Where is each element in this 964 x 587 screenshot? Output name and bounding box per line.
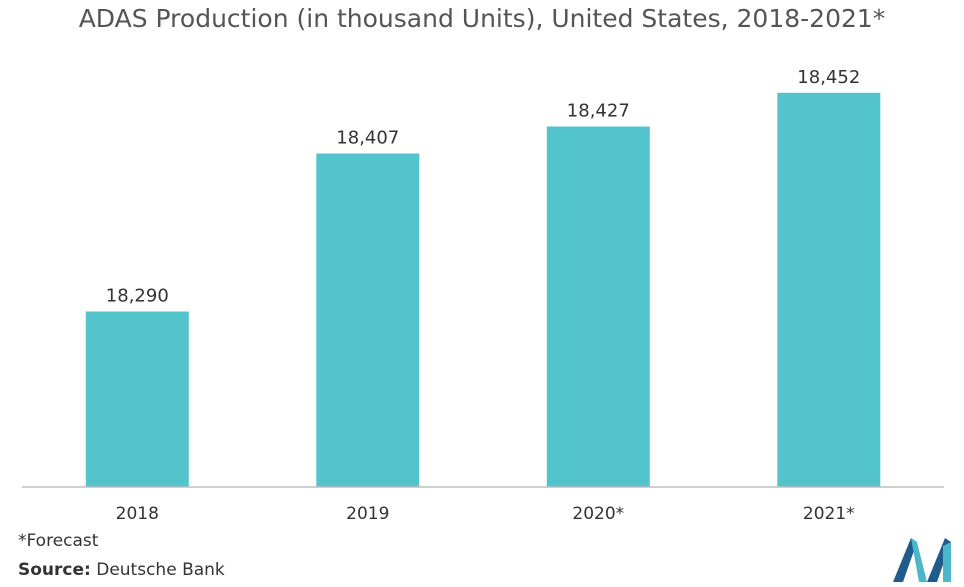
x-tick-label-1: 2018 xyxy=(116,504,159,524)
bars-layer xyxy=(85,92,881,488)
data-label-4: 18,452 xyxy=(797,67,860,88)
chart-title: ADAS Production (in thousand Units), Uni… xyxy=(78,4,886,33)
forecast-footnote: *Forecast xyxy=(18,531,99,551)
data-label-3: 18,427 xyxy=(567,101,630,122)
logo-middle-stroke xyxy=(911,538,927,582)
data-label-2: 18,407 xyxy=(336,128,399,149)
source-text: Deutsche Bank xyxy=(96,560,225,580)
x-tick-label-4: 2021* xyxy=(803,504,855,524)
logo-left-stroke xyxy=(893,538,917,582)
x-tick-label-3: 2020* xyxy=(572,504,624,524)
brand-logo xyxy=(893,538,951,582)
logo-right-bar xyxy=(943,542,951,582)
x-tick-label-2: 2019 xyxy=(346,504,389,524)
bar-3 xyxy=(546,126,650,487)
bar-2 xyxy=(316,153,420,487)
bar-4 xyxy=(777,92,881,488)
data-label-1: 18,290 xyxy=(106,286,169,307)
bar-1 xyxy=(85,311,189,487)
source-note: Source: Deutsche Bank xyxy=(18,560,225,580)
source-label: Source: xyxy=(18,560,91,580)
labels-layer: 18,290 2018 18,407 2019 18,427 2020* 18,452 202… xyxy=(106,67,860,524)
